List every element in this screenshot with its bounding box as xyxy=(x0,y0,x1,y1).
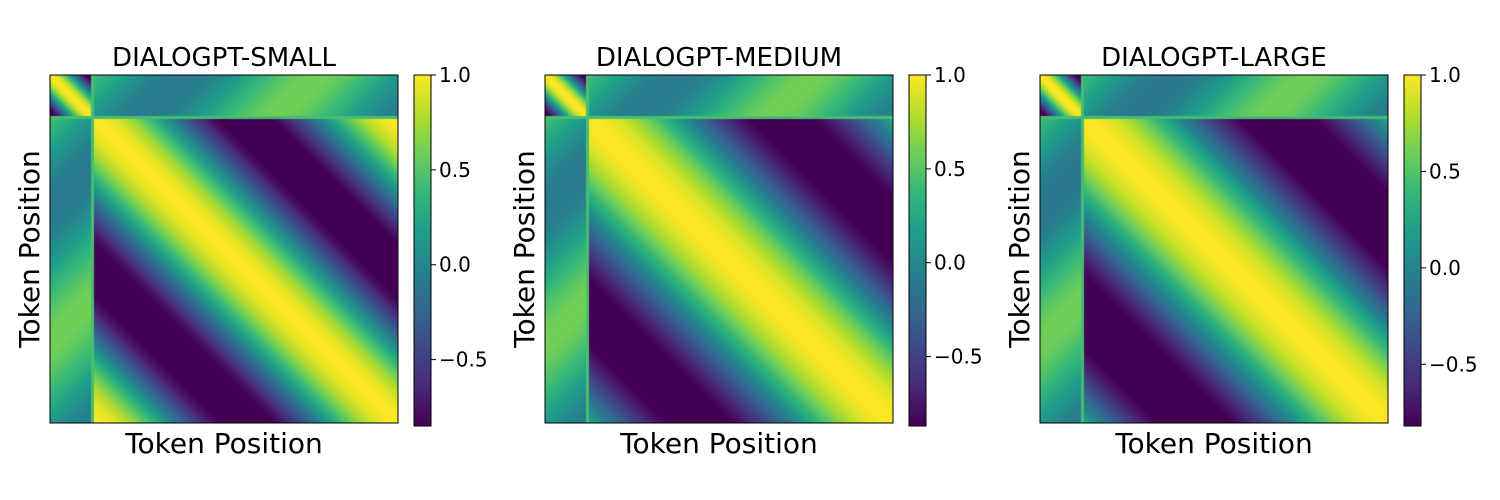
heatmap-frame xyxy=(1040,75,1388,423)
colorbar-tick-label: 1.0 xyxy=(1429,63,1461,87)
heatmap-canvas xyxy=(1040,75,1388,423)
colorbar xyxy=(413,74,432,427)
chart-title: DIALOGPT-LARGE xyxy=(1101,43,1327,73)
colorbar-ticks: 1.0 0.5 0.0 −0.5 xyxy=(431,63,488,372)
heatmap-frame xyxy=(50,75,398,423)
colorbar-tick-label: −0.5 xyxy=(934,345,983,369)
colorbar xyxy=(1403,74,1422,427)
heatmap-border xyxy=(1039,74,1389,424)
panel-dialogpt-medium: DIALOGPT-MEDIUM Token Position Token Pos… xyxy=(508,43,983,460)
heatmap-canvas xyxy=(545,75,893,423)
panel-dialogpt-small: DIALOGPT-SMALL Token Position Token Posi… xyxy=(13,43,488,460)
chart-title: DIALOGPT-MEDIUM xyxy=(596,43,842,73)
colorbar-tick-label: −0.5 xyxy=(1429,352,1478,376)
colorbar-ticks: 1.0 0.5 0.0 −0.5 xyxy=(1421,63,1478,376)
colorbar-tick-label: 0.0 xyxy=(1429,256,1461,280)
colorbar-tick-label: 0.0 xyxy=(934,251,966,275)
colorbar-tick-label: 0.5 xyxy=(934,157,966,181)
colorbar-tick-label: −0.5 xyxy=(439,348,488,372)
colorbar-ticks: 1.0 0.5 0.0 −0.5 xyxy=(926,63,983,369)
x-axis-label: Token Position xyxy=(124,427,323,460)
x-axis-label: Token Position xyxy=(619,427,818,460)
y-axis-label: Token Position xyxy=(13,150,46,349)
y-axis-label: Token Position xyxy=(1003,150,1036,349)
colorbar-tick-label: 0.5 xyxy=(1429,159,1461,183)
heatmap-border xyxy=(544,74,894,424)
panel-dialogpt-large: DIALOGPT-LARGE Token Position Token Posi… xyxy=(1003,43,1478,460)
colorbar-tick-label: 1.0 xyxy=(934,63,966,87)
x-axis-label: Token Position xyxy=(1114,427,1313,460)
chart-title: DIALOGPT-SMALL xyxy=(112,43,336,73)
colorbar xyxy=(908,74,927,427)
colorbar-tick-label: 0.0 xyxy=(439,253,471,277)
heatmap-frame xyxy=(545,75,893,423)
heatmap-border xyxy=(49,74,399,424)
heatmap-canvas xyxy=(50,75,398,423)
y-axis-label: Token Position xyxy=(508,150,541,349)
colorbar-tick-label: 0.5 xyxy=(439,158,471,182)
colorbar-tick-label: 1.0 xyxy=(439,63,471,87)
